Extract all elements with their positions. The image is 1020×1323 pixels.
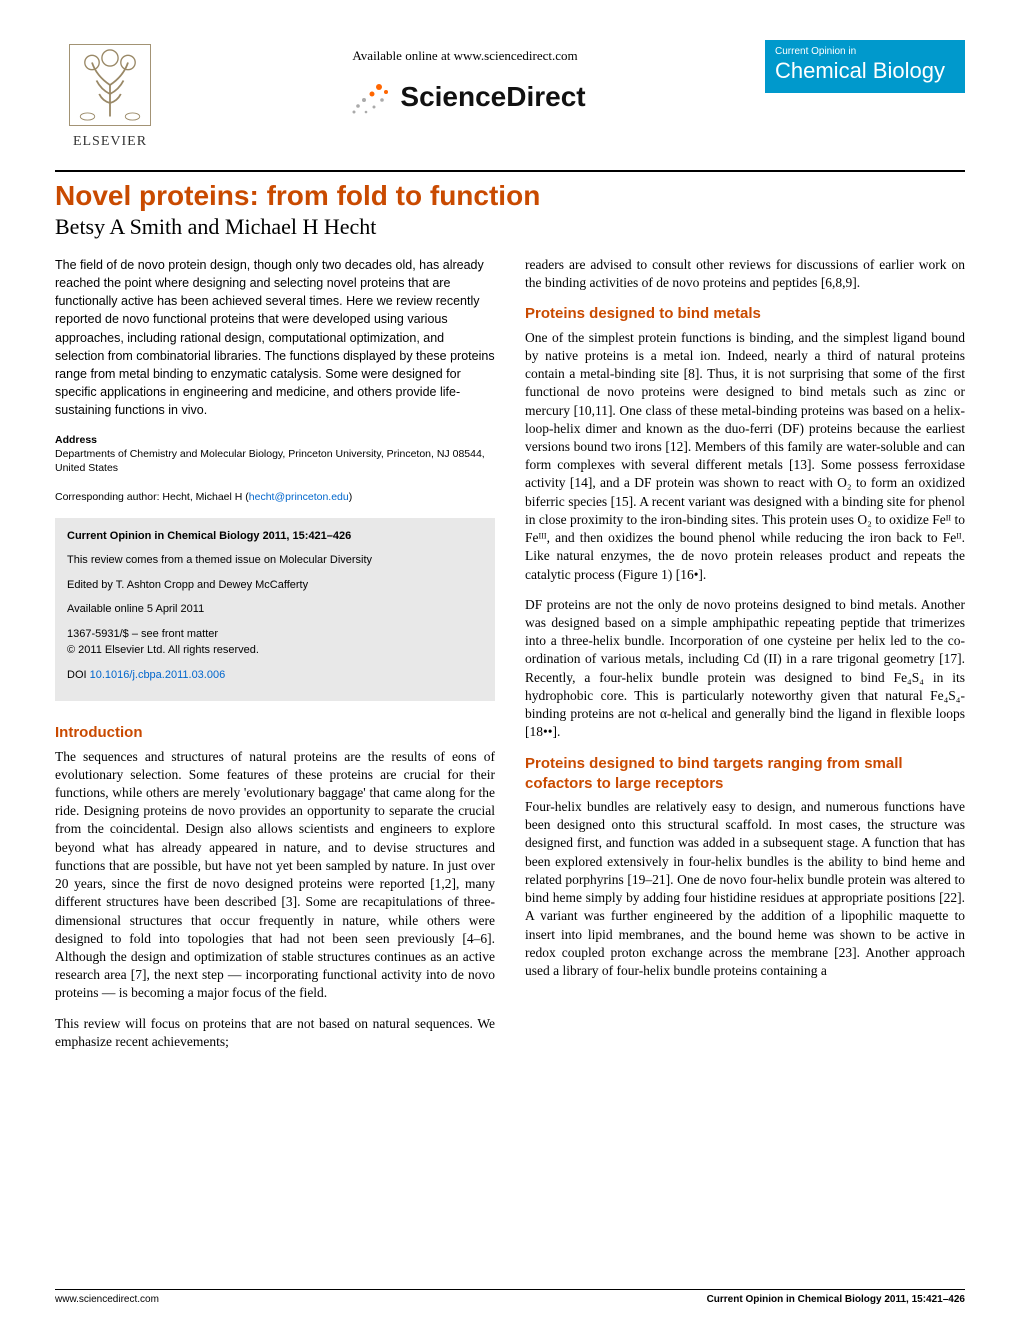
article-title: Novel proteins: from fold to function (55, 180, 965, 212)
info-themed: This review comes from a themed issue on… (67, 552, 483, 569)
address-text: Departments of Chemistry and Molecular B… (55, 447, 495, 475)
abstract: The field of de novo protein design, tho… (55, 256, 495, 419)
elsevier-label: ELSEVIER (73, 134, 147, 150)
available-online-text: Available online at www.sciencedirect.co… (165, 48, 765, 64)
col2-continuation: readers are advised to consult other rev… (525, 256, 965, 292)
badge-top-text: Current Opinion in (775, 46, 955, 57)
corresponding-close: ) (349, 491, 353, 503)
info-issn: 1367-5931/$ – see front matter (67, 628, 218, 640)
metals-paragraph-2: DF proteins are not the only de novo pro… (525, 596, 965, 742)
badge-main-text: Chemical Biology (775, 59, 955, 83)
sciencedirect-swirl-icon (344, 72, 394, 122)
page-footer: www.sciencedirect.com Current Opinion in… (55, 1289, 965, 1305)
address-block: Address Departments of Chemistry and Mol… (55, 433, 495, 476)
journal-badge: Current Opinion in Chemical Biology (765, 40, 965, 93)
sciencedirect-text: ScienceDirect (400, 81, 585, 113)
sciencedirect-logo: ScienceDirect (344, 72, 585, 122)
right-column: readers are advised to consult other rev… (525, 256, 965, 1063)
metals-heading: Proteins designed to bind metals (525, 304, 965, 324)
authors: Betsy A Smith and Michael H Hecht (55, 214, 965, 240)
center-banner: Available online at www.sciencedirect.co… (165, 40, 765, 127)
horizontal-rule (55, 170, 965, 172)
targets-paragraph-1: Four-helix bundles are relatively easy t… (525, 798, 965, 980)
address-heading: Address (55, 433, 495, 447)
info-edited: Edited by T. Ashton Cropp and Dewey McCa… (67, 577, 483, 594)
corresponding-author: Corresponding author: Hecht, Michael H (… (55, 490, 495, 504)
intro-heading: Introduction (55, 723, 495, 743)
doi-link[interactable]: 10.1016/j.cbpa.2011.03.006 (90, 669, 226, 681)
intro-paragraph-1: The sequences and structures of natural … (55, 748, 495, 1003)
top-banner: ELSEVIER Available online at www.science… (55, 40, 965, 150)
elsevier-logo-block: ELSEVIER (55, 40, 165, 150)
two-column-layout: The field of de novo protein design, tho… (55, 256, 965, 1063)
elsevier-tree-icon (65, 40, 155, 130)
left-column: The field of de novo protein design, tho… (55, 256, 495, 1063)
intro-paragraph-2: This review will focus on proteins that … (55, 1015, 495, 1051)
corresponding-label: Corresponding author: Hecht, Michael H ( (55, 491, 249, 503)
info-copyright: © 2011 Elsevier Ltd. All rights reserved… (67, 644, 259, 656)
metals-paragraph-1: One of the simplest protein functions is… (525, 329, 965, 584)
footer-right: Current Opinion in Chemical Biology 2011… (707, 1294, 965, 1305)
targets-heading: Proteins designed to bind targets rangin… (525, 754, 965, 795)
footer-left: www.sciencedirect.com (55, 1294, 159, 1305)
article-info-box: Current Opinion in Chemical Biology 2011… (55, 518, 495, 702)
corresponding-email-link[interactable]: hecht@princeton.edu (249, 491, 349, 503)
info-citation: Current Opinion in Chemical Biology 2011… (67, 530, 351, 542)
doi-label: DOI (67, 669, 90, 681)
info-available: Available online 5 April 2011 (67, 601, 483, 618)
